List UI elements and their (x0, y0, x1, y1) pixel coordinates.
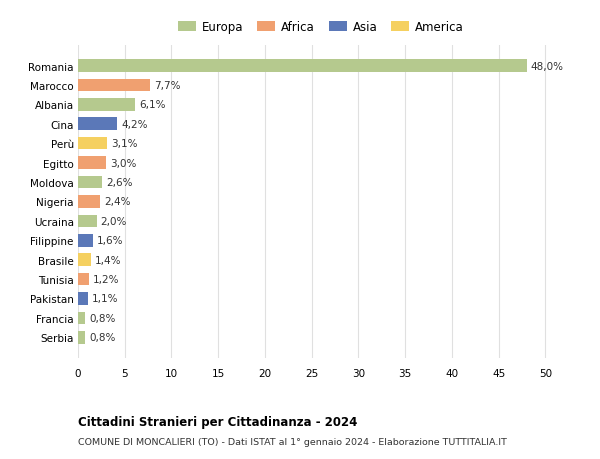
Bar (78, 118, 117, 131)
Bar (78, 60, 527, 73)
Bar (78, 215, 97, 228)
Text: 0,8%: 0,8% (89, 313, 116, 323)
Bar (78, 157, 106, 169)
Bar (78, 235, 93, 247)
Bar (78, 99, 135, 112)
Bar (78, 292, 88, 305)
Legend: Europa, Africa, Asia, America: Europa, Africa, Asia, America (178, 21, 464, 34)
Bar (78, 273, 89, 286)
Bar (78, 312, 85, 325)
Text: 0,8%: 0,8% (89, 333, 116, 342)
Text: 1,2%: 1,2% (93, 274, 119, 285)
Text: 6,1%: 6,1% (139, 100, 165, 110)
Text: 3,1%: 3,1% (111, 139, 137, 149)
Bar (78, 331, 85, 344)
Bar (78, 254, 91, 266)
Bar (78, 176, 102, 189)
Text: 48,0%: 48,0% (530, 62, 563, 71)
Bar (78, 138, 107, 150)
Text: 3,0%: 3,0% (110, 158, 136, 168)
Text: 2,6%: 2,6% (106, 178, 133, 188)
Text: 7,7%: 7,7% (154, 81, 180, 91)
Text: COMUNE DI MONCALIERI (TO) - Dati ISTAT al 1° gennaio 2024 - Elaborazione TUTTITA: COMUNE DI MONCALIERI (TO) - Dati ISTAT a… (78, 437, 507, 446)
Text: Cittadini Stranieri per Cittadinanza - 2024: Cittadini Stranieri per Cittadinanza - 2… (78, 415, 358, 428)
Text: 1,1%: 1,1% (92, 294, 119, 304)
Text: 1,4%: 1,4% (95, 255, 121, 265)
Bar (78, 79, 150, 92)
Text: 4,2%: 4,2% (121, 119, 148, 129)
Text: 2,0%: 2,0% (100, 216, 127, 226)
Text: 2,4%: 2,4% (104, 197, 131, 207)
Bar (78, 196, 100, 208)
Text: 1,6%: 1,6% (97, 236, 123, 246)
